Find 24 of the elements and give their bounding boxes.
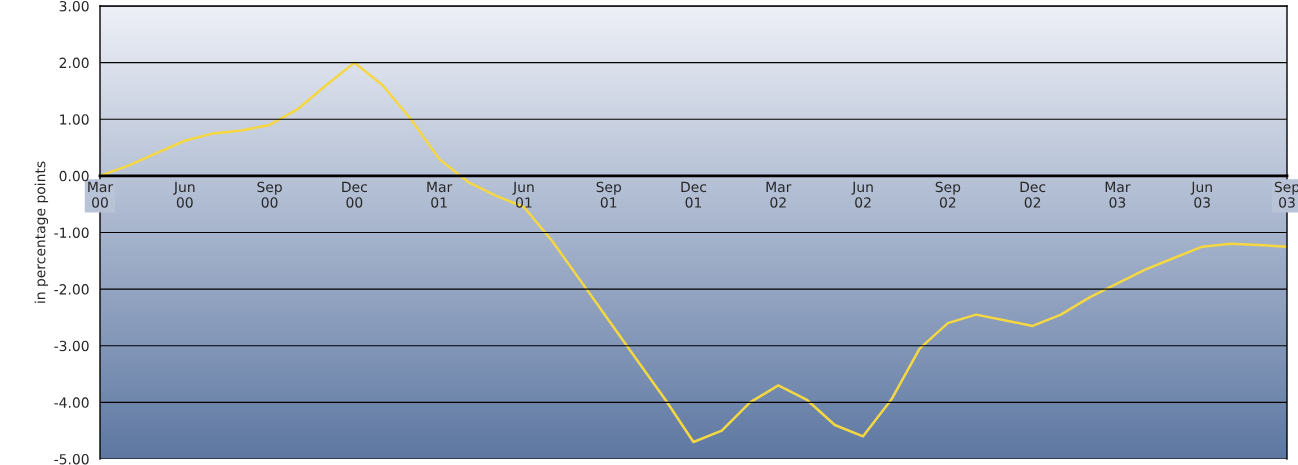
x-tick-label: Dec 02 [1020, 181, 1046, 208]
x-tick-label: Dec 00 [342, 181, 367, 208]
y-tick-label: -2.00 [54, 284, 89, 295]
y-tick-label: 0.00 [59, 170, 89, 182]
x-tick-label: Sep 01 [596, 181, 622, 208]
y-axis-title: in percentage points [34, 161, 49, 303]
y-tick-label: 3.00 [59, 0, 89, 12]
x-tick-label: Sep 00 [257, 181, 282, 208]
x-tick-label: Mar 03 [1105, 181, 1131, 208]
x-tick-label: Mar 01 [427, 181, 453, 208]
x-tick-label: Sep 02 [935, 181, 961, 208]
x-tick-label: Jun 01 [512, 181, 534, 208]
y-tick-label: -5.00 [54, 453, 89, 465]
x-tick-label: Dec 01 [681, 181, 707, 208]
x-tick-label: Jun 02 [851, 181, 873, 208]
y-tick-label: -1.00 [54, 227, 89, 238]
x-tick-label: Mar 00 [88, 181, 114, 208]
y-tick-label: 1.00 [60, 114, 89, 125]
x-tick-label: Jun 00 [173, 181, 195, 208]
y-tick-label: -3.00 [54, 340, 89, 352]
x-tick-label: Mar 02 [766, 181, 792, 208]
y-tick-label: 2.00 [59, 57, 89, 69]
y-tick-label: -4.00 [54, 397, 89, 408]
x-tick-label: Jun 03 [1190, 181, 1212, 208]
